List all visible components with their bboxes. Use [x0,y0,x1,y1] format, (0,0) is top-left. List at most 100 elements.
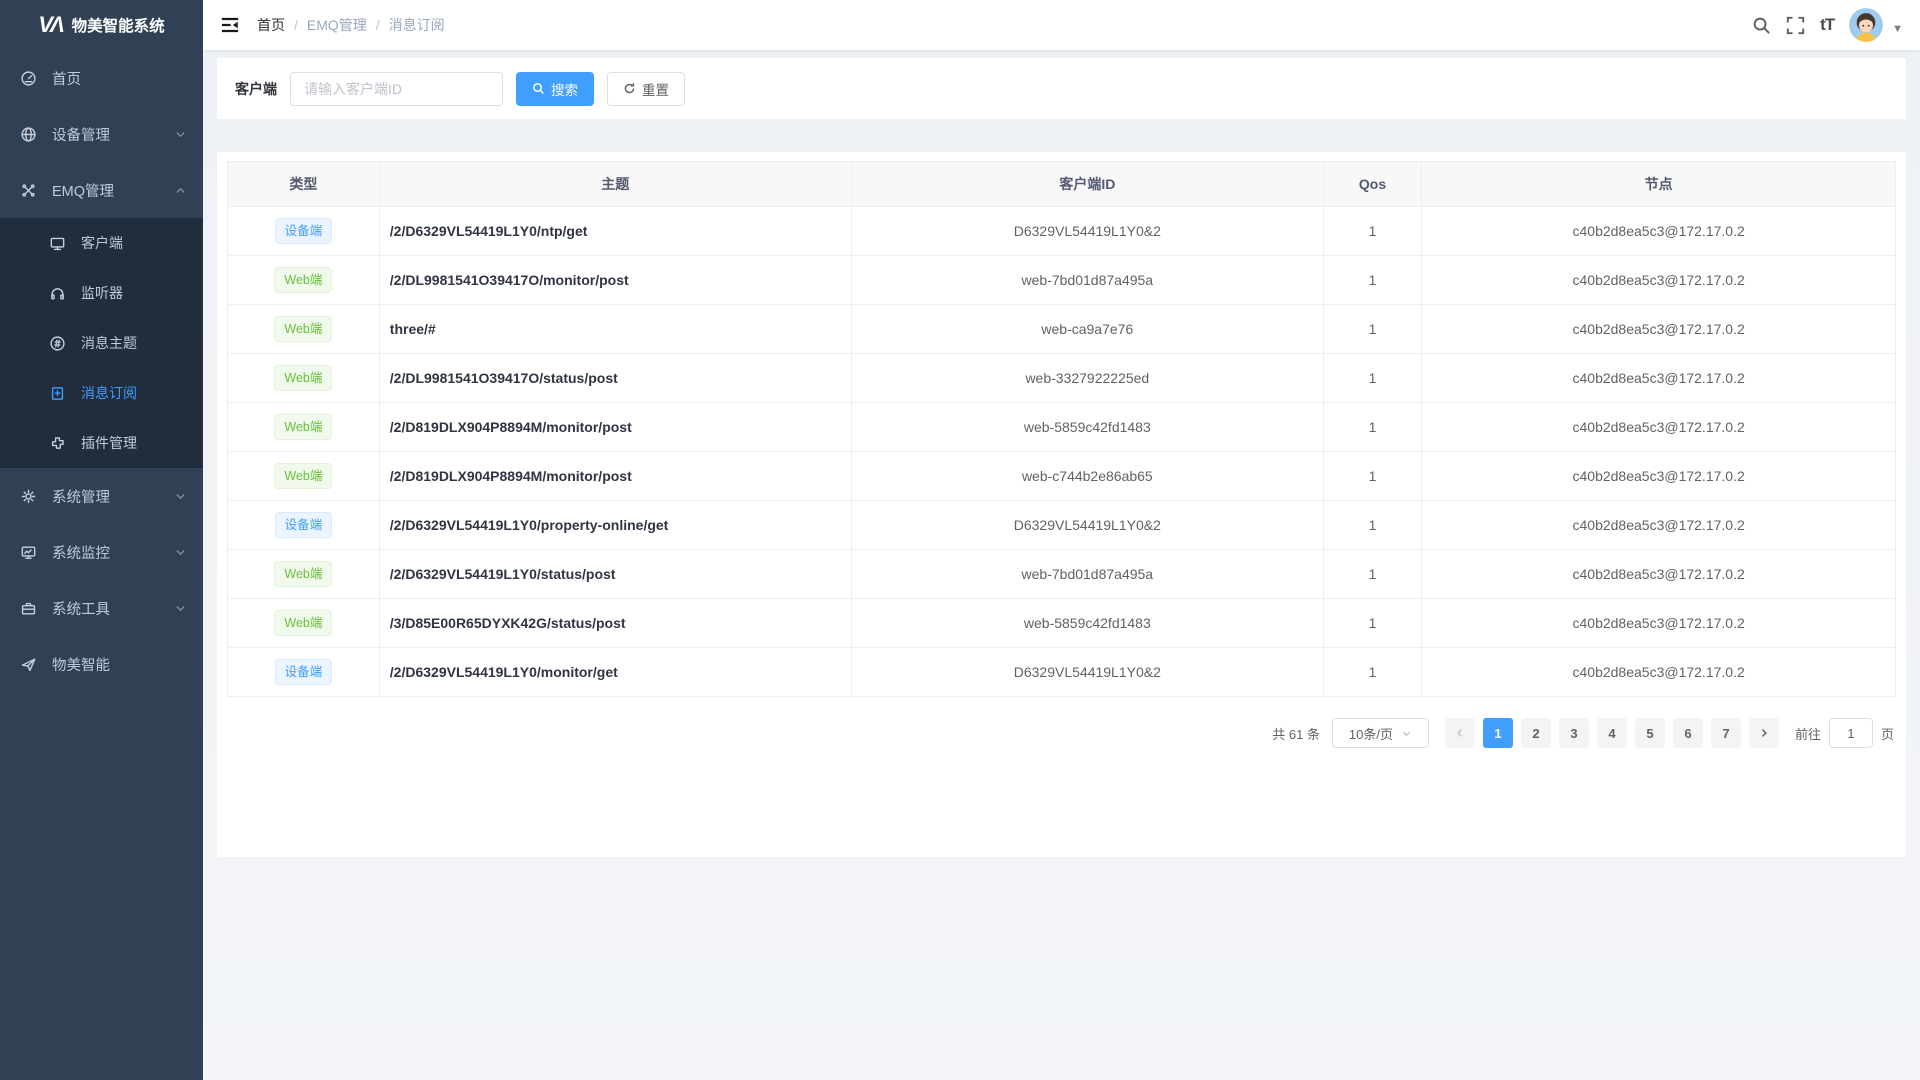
page-size-select[interactable]: 10条/页 [1331,718,1429,748]
page-button-7[interactable]: 7 [1710,718,1741,748]
sidebar-item-2-0[interactable]: 客户端 [0,218,203,268]
table-body: 设备端/2/D6329VL54419L1Y0/ntp/get D6329VL544… [227,206,1896,697]
page-button-3[interactable]: 3 [1558,718,1589,748]
sidebar-item-label: 首页 [52,71,81,88]
reset-button[interactable]: 重置 [607,71,685,106]
client-id-cell: web-ca9a7e76 [850,304,1324,354]
next-page-button[interactable] [1748,718,1779,748]
logo: VΛ 物美智能系统 [0,0,203,50]
sidebar-item-0[interactable]: 首页 [0,50,203,106]
column-header: 节点 [1421,161,1896,207]
type-cell: Web端 [227,598,380,648]
search-button-icon [533,83,544,94]
type-cell: Web端 [227,549,380,599]
sidebar-item-2-3[interactable]: 消息订阅 [0,368,203,418]
font-size-icon[interactable]: tT [1820,15,1835,34]
dashboard-icon [20,70,37,87]
topic-cell: /2/DL9981541O39417O/status/post [378,353,852,403]
sidebar-item-label: EMQ管理 [52,183,115,200]
sidebar-item-label: 物美智能 [52,657,110,674]
toolbox-icon [20,600,37,617]
goto-page-input[interactable] [1828,718,1873,748]
avatar[interactable] [1849,8,1884,42]
table-row: 设备端/2/D6329VL54419L1Y0/ntp/get D6329VL544… [227,206,1896,256]
sidebar-item-2-4[interactable]: 插件管理 [0,418,203,468]
table-row: Web端 three/# web-ca9a7e76 1 c40b2d8ea5c3@172… [227,304,1896,354]
page-size-value: 10条/页 [1348,726,1393,742]
client-id-cell: web-7bd01d87a495a [850,549,1324,599]
client-id-cell: web-7bd01d87a495a [850,255,1324,305]
collapse-sidebar-icon[interactable] [220,15,240,35]
sidebar-item-2-2[interactable]: 消息主题 [0,318,203,368]
sidebar-item-label: 插件管理 [81,435,137,451]
prev-page-button[interactable] [1444,718,1475,748]
type-tag: Web端 [274,316,333,342]
client-id-cell: web-5859c42fd1483 [850,598,1324,648]
table-row: 设备端/2/D6329VL54419L1Y0/property-online/g… [227,500,1896,550]
chevron-up-icon [174,184,187,197]
logo-title: 物美智能系统 [71,18,165,35]
search-button[interactable]: 搜索 [516,71,594,106]
sidebar-item-2-1[interactable]: 监听器 [0,268,203,318]
client-id-cell: web-3327922225ed [850,353,1324,403]
topic-cell: /2/D6329VL54419L1Y0/ntp/get [378,206,852,256]
page-button-6[interactable]: 6 [1672,718,1703,748]
navbar-actions: tT ▼ [1752,8,1903,42]
sidebar-item-1[interactable]: 设备管理 [0,106,203,162]
client-id-cell: web-5859c42fd1483 [850,402,1324,452]
sidebar-item-2[interactable]: EMQ管理 [0,162,203,218]
column-header: 类型 [227,161,380,207]
chevron-left-icon [1457,729,1462,737]
sidebar-item-6[interactable]: 物美智能 [0,636,203,692]
column-header: 主题 [378,161,852,207]
page-button-1[interactable]: 1 [1482,718,1513,748]
breadcrumb-item-2: 消息订阅 [388,17,445,33]
sidebar-item-label: 系统监控 [52,545,110,562]
sidebar-item-label: 消息主题 [81,335,137,351]
node-cell: c40b2d8ea5c3@172.17.0.2 [1421,500,1896,550]
type-tag: 设备端 [274,512,333,538]
page-button-2[interactable]: 2 [1520,718,1551,748]
sidebar-item-label: 监听器 [81,285,123,301]
chevron-down-icon [174,128,187,141]
client-id-cell: D6329VL54419L1Y0&2 [850,647,1324,697]
sidebar-item-4[interactable]: 系统监控 [0,524,203,580]
table-row: Web端/2/DL9981541O39417O/monitor/post web-… [227,255,1896,305]
search-icon[interactable] [1752,16,1771,35]
topic-cell: /2/D6329VL54419L1Y0/property-online/get [378,500,852,550]
table-row: Web端/2/D819DLX904P8894M/monitor/post web-… [227,451,1896,501]
node-cell: c40b2d8ea5c3@172.17.0.2 [1421,206,1896,256]
client-id-input[interactable] [290,71,503,106]
type-cell: 设备端 [227,206,380,256]
user-menu-caret-icon[interactable]: ▼ [1892,23,1903,35]
chevron-down-icon [174,490,187,503]
sidebar-item-3[interactable]: 系统管理 [0,468,203,524]
qos-cell: 1 [1322,255,1423,305]
qos-cell: 1 [1322,549,1423,599]
qos-cell: 1 [1322,304,1423,354]
chevron-right-icon [1761,729,1767,737]
reset-button-label: 重置 [642,82,669,98]
chevron-down-icon [174,602,187,615]
client-id-cell: web-c744b2e86ab65 [850,451,1324,501]
type-tag: 设备端 [274,659,333,685]
type-cell: Web端 [227,255,380,305]
qos-cell: 1 [1322,598,1423,648]
topic-cell: /3/D85E00R65DYXK42G/status/post [378,598,852,648]
breadcrumb-item-0[interactable]: 首页 [257,17,285,33]
type-cell: Web端 [227,353,380,403]
sidebar-item-label: 系统管理 [52,489,110,506]
sidebar-item-label: 客户端 [81,235,123,251]
table-header-row: 类型 主题 客户端ID Qos 节点 [227,161,1896,207]
sidebar-item-5[interactable]: 系统工具 [0,580,203,636]
page-button-5[interactable]: 5 [1634,718,1665,748]
fullscreen-icon[interactable] [1786,16,1805,35]
qos-cell: 1 [1322,402,1423,452]
page-button-4[interactable]: 4 [1596,718,1627,748]
type-cell: 设备端 [227,647,380,697]
topic-icon [49,335,66,352]
node-cell: c40b2d8ea5c3@172.17.0.2 [1421,647,1896,697]
table-row: Web端/2/DL9981541O39417O/status/post web-3… [227,353,1896,403]
topic-cell: /2/D6329VL54419L1Y0/monitor/get [378,647,852,697]
table-card: 类型 主题 客户端ID Qos 节点 设备端/2/D6329VL54419L1Y0/nt… [217,152,1906,857]
